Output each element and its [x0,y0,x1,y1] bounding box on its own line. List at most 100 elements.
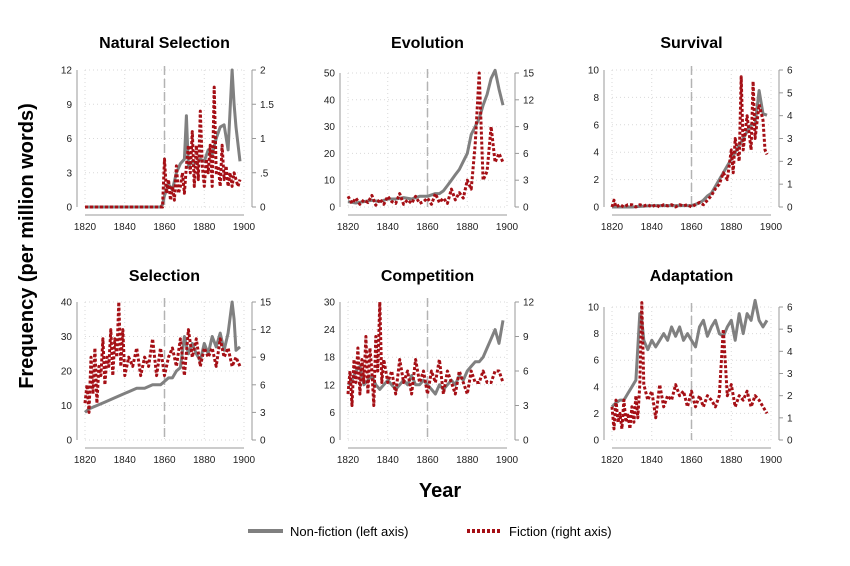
x-tick-label: 1820 [337,455,360,466]
series-line-fiction [610,301,769,431]
right-tick-label: 6 [523,149,529,160]
x-tick-label: 1900 [233,222,256,233]
x-tick-label: 1900 [496,222,519,233]
right-tick-label: 0 [787,203,793,214]
left-tick-label: 50 [324,69,336,80]
series-line-fiction [610,75,769,209]
left-tick-label: 20 [61,367,73,378]
right-tick-label: 5 [787,88,793,99]
legend-label-nonfiction: Non-fiction (left axis) [290,524,408,539]
left-tick-label: 6 [593,356,599,367]
series-line-fiction [85,85,242,209]
x-tick-label: 1860 [416,455,439,466]
left-tick-label: 2 [593,409,599,420]
x-tick-label: 1860 [153,455,176,466]
x-axis-label: Year [419,480,461,502]
left-tick-label: 30 [61,332,73,343]
left-tick-label: 0 [593,436,599,447]
left-tick-label: 10 [588,303,600,314]
series-line-nonfiction [347,68,505,205]
x-tick-label: 1840 [377,455,400,466]
series-line-fiction [346,71,505,207]
left-tick-label: 0 [66,436,72,447]
x-tick-label: 1820 [601,455,624,466]
panel-adaptation: Adaptation 1820 1840 1860 1880 1900 0 2 4 6 8 10 0 1 2… [588,268,793,466]
right-tick-label: 15 [260,298,272,309]
x-tick-label: 1880 [720,222,743,233]
x-tick-label: 1820 [74,222,97,233]
x-tick-label: 1880 [456,222,479,233]
left-tick-label: 6 [329,408,335,419]
left-tick-label: 0 [593,203,599,214]
x-tick-label: 1900 [496,455,519,466]
left-tick-label: 9 [66,100,72,111]
left-tick-label: 10 [61,401,73,412]
right-tick-label: 3 [523,176,529,187]
panel-title: Natural Selection [99,35,230,52]
right-tick-label: 0 [260,203,266,214]
right-tick-label: 2 [260,66,266,77]
left-tick-label: 0 [329,203,335,214]
x-tick-label: 1880 [193,455,216,466]
right-tick-label: 0 [260,436,266,447]
x-tick-label: 1900 [233,455,256,466]
x-tick-label: 1860 [153,222,176,233]
x-tick-label: 1840 [641,222,664,233]
left-tick-label: 40 [324,95,336,106]
left-tick-label: 6 [593,120,599,131]
right-tick-label: 2 [787,391,793,402]
right-tick-label: 1 [787,413,793,424]
x-tick-label: 1820 [601,222,624,233]
left-tick-label: 30 [324,122,336,133]
panel-title: Evolution [391,35,464,52]
series-line-nonfiction [610,298,769,408]
right-tick-label: 6 [523,367,529,378]
right-tick-label: 12 [260,325,272,336]
series-line-fiction [346,300,505,407]
panel-natural-selection: Natural Selection 1820 1840 1860 1880 1900 0 3 6… [61,35,274,233]
right-tick-label: 0 [523,436,529,447]
x-tick-label: 1900 [760,455,783,466]
right-tick-label: 0 [523,203,529,214]
right-tick-label: 1.5 [260,100,274,111]
right-tick-label: .5 [260,168,269,179]
right-tick-label: 1 [260,134,266,145]
x-tick-label: 1820 [74,455,97,466]
right-tick-label: 12 [523,298,535,309]
panel-title: Adaptation [650,268,734,285]
left-tick-label: 12 [61,66,73,77]
left-tick-label: 30 [324,298,336,309]
x-tick-label: 1880 [193,222,216,233]
left-tick-label: 4 [593,382,599,393]
x-tick-label: 1880 [720,455,743,466]
right-tick-label: 3 [260,408,266,419]
legend-label-fiction: Fiction (right axis) [509,524,612,539]
right-tick-label: 4 [787,347,793,358]
left-tick-label: 18 [324,353,336,364]
series-line-fiction [83,300,242,414]
left-tick-label: 0 [66,203,72,214]
x-tick-label: 1840 [377,222,400,233]
left-tick-label: 8 [593,329,599,340]
right-tick-label: 9 [523,122,529,133]
x-tick-label: 1840 [641,455,664,466]
right-tick-label: 6 [787,303,793,314]
right-tick-label: 3 [523,401,529,412]
right-tick-label: 6 [787,66,793,77]
right-tick-label: 6 [260,380,266,391]
panel-competition: Competition 1820 1840 1860 1880 1900 0 6 12 18 24 3… [324,268,535,466]
left-tick-label: 8 [593,93,599,104]
panel-title: Competition [381,268,474,285]
panel-title: Selection [129,268,200,285]
panel-selection: Selection 1820 1840 1860 1880 1900 0 10 20 30 40 0 3… [61,268,272,466]
left-tick-label: 2 [593,175,599,186]
left-tick-label: 0 [329,436,335,447]
legend: Non-fiction (left axis) Fiction (right a… [248,524,612,539]
x-tick-label: 1820 [337,222,360,233]
x-tick-label: 1880 [456,455,479,466]
right-tick-label: 0 [787,436,793,447]
x-tick-label: 1860 [680,455,703,466]
